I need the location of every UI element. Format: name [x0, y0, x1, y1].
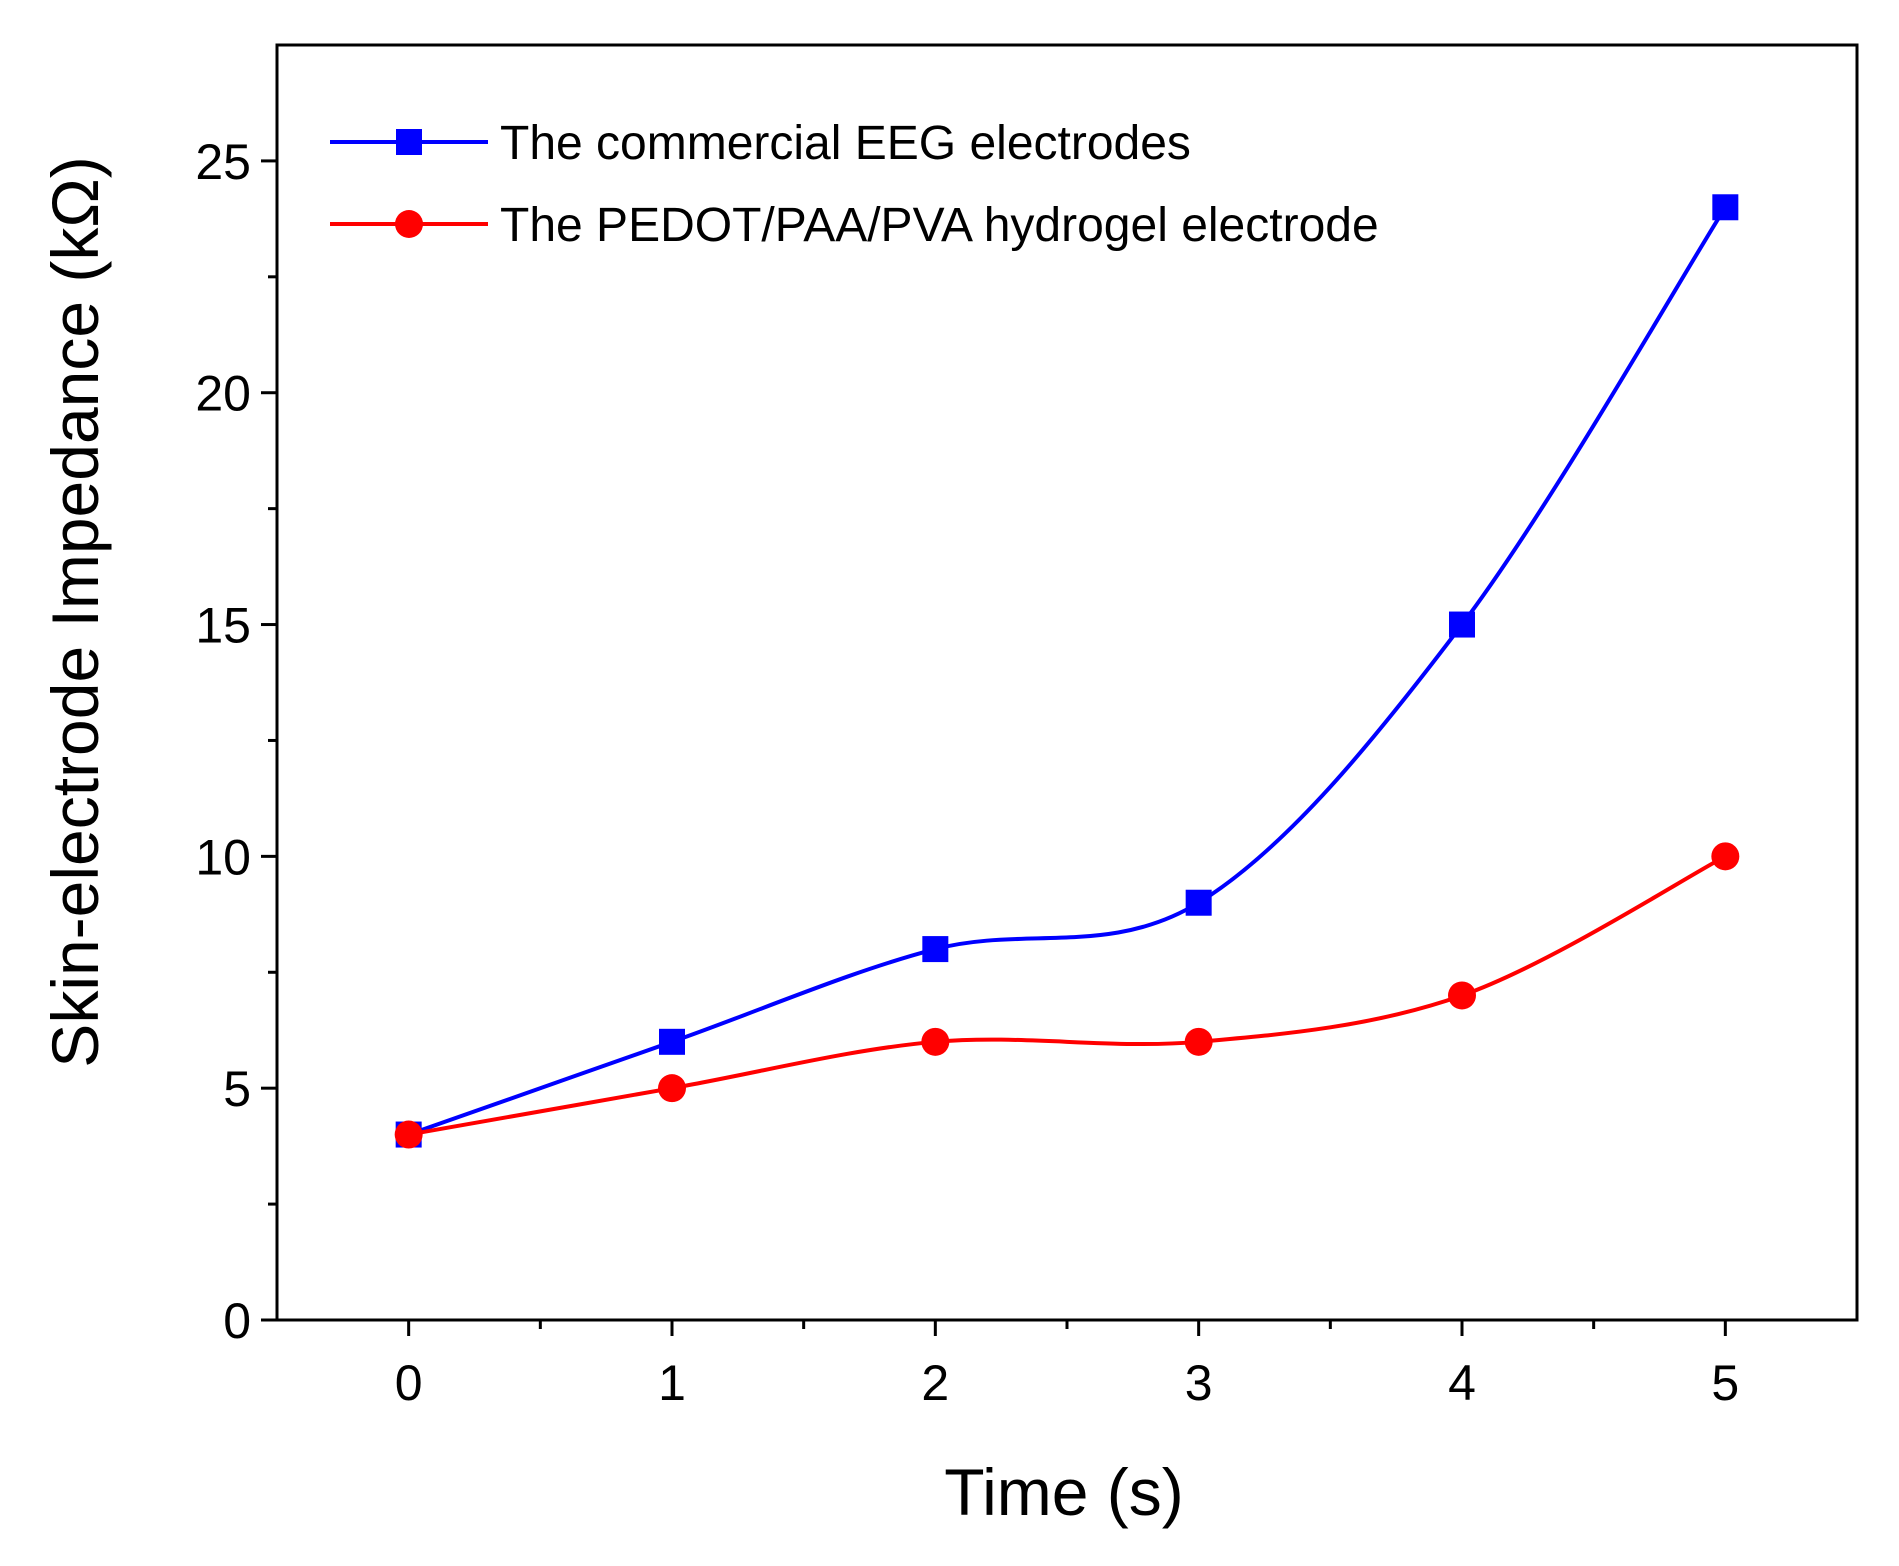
x-tick-label-4: 4 — [1448, 1355, 1476, 1411]
series-1-point-1 — [658, 1074, 686, 1103]
series-1-point-4 — [1448, 981, 1476, 1010]
series-0-point-4 — [1449, 611, 1475, 638]
y-tick-label-0: 0 — [223, 1293, 251, 1349]
legend: The commercial EEG electrodes The PEDOT/P… — [330, 117, 1379, 252]
y-tick-label-5: 25 — [195, 134, 251, 190]
y-tick-label-3: 15 — [195, 598, 251, 654]
series-0-point-1 — [659, 1028, 685, 1055]
x-tick-label-1: 1 — [658, 1355, 686, 1411]
series-lines — [408, 206, 1728, 1137]
series-line-0 — [408, 206, 1728, 1137]
x-tick-label-3: 3 — [1185, 1355, 1213, 1411]
series-1-point-3 — [1184, 1027, 1213, 1056]
x-tick-label-5: 5 — [1711, 1355, 1739, 1411]
y-tick-label-4: 20 — [195, 366, 251, 422]
series-0-point-2 — [922, 936, 949, 963]
x-tick-label-2: 2 — [921, 1355, 949, 1411]
series-1-point-0 — [394, 1120, 423, 1149]
series-0-point-5 — [1712, 194, 1739, 221]
x-tick-label-0: 0 — [395, 1355, 423, 1411]
series-markers — [394, 194, 1740, 1149]
series-1-point-5 — [1711, 842, 1740, 871]
legend-label-1: The PEDOT/PAA/PVA hydrogel electrode — [500, 199, 1379, 252]
y-tick-label-2: 10 — [195, 829, 251, 885]
series-0-point-3 — [1185, 889, 1212, 916]
y-axis-title: Skin-electrode Impedance (kΩ) — [38, 156, 112, 1067]
series-1-point-2 — [921, 1027, 950, 1056]
tick-marks — [261, 159, 1727, 1336]
x-axis-title: Time (s) — [944, 1455, 1184, 1529]
tick-labels: 0 1 2 3 4 5 0 5 10 15 20 25 — [195, 134, 1739, 1411]
series-line-1 — [408, 854, 1727, 1137]
legend-marker-1 — [395, 210, 423, 238]
legend-label-0: The commercial EEG electrodes — [500, 117, 1191, 170]
y-tick-label-1: 5 — [223, 1061, 251, 1117]
legend-marker-0 — [396, 129, 422, 155]
